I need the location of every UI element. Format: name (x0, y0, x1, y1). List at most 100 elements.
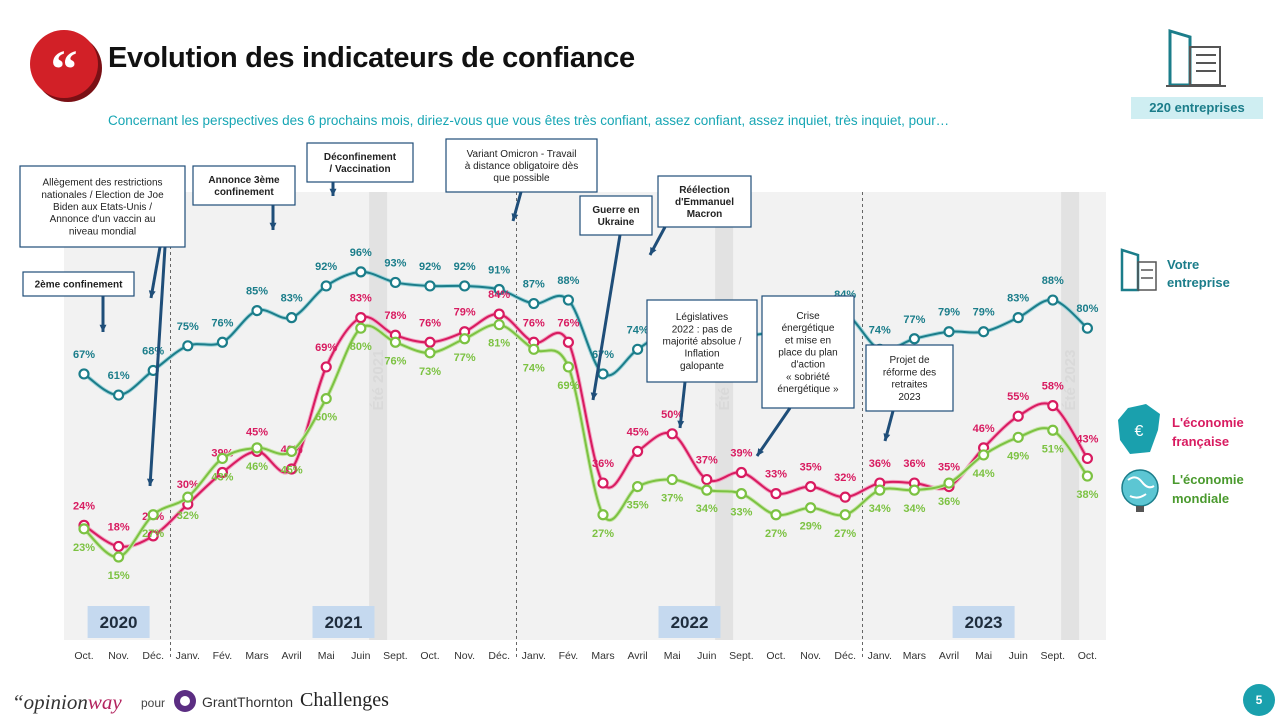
data-label: 33% (730, 507, 752, 519)
year-badge (312, 606, 375, 638)
data-label: 74% (523, 362, 545, 374)
data-label: 84% (488, 289, 510, 301)
data-label: 32% (177, 510, 199, 522)
event-callout-text: énergétique (782, 323, 835, 334)
event-arrow (591, 234, 622, 401)
x-tick-label: Mai (664, 650, 681, 662)
x-tick-label: Mai (975, 650, 992, 662)
data-label: 36% (592, 458, 614, 470)
data-point (874, 484, 886, 496)
data-label: 24% (73, 500, 95, 512)
data-point (735, 466, 748, 479)
x-tick-label: Nov. (454, 650, 475, 662)
data-label: 37% (696, 455, 718, 467)
data-label: 76% (419, 317, 441, 329)
x-tick-label: Mai (318, 650, 335, 662)
event-arrow (678, 381, 687, 429)
data-point (355, 312, 367, 324)
event-callout (445, 138, 598, 193)
data-point (666, 473, 678, 486)
event-callout-text: que possible (493, 173, 550, 184)
data-label: 75% (177, 321, 199, 333)
data-label: 83% (1007, 293, 1029, 305)
data-label: 49% (1007, 450, 1029, 462)
data-point (908, 333, 921, 345)
data-point (631, 445, 644, 457)
quote-glyph: “ (50, 39, 78, 99)
event-arrow (755, 407, 792, 457)
data-label: 69% (315, 342, 337, 354)
data-label: 76% (384, 355, 406, 367)
data-label: 96% (350, 247, 372, 259)
event-callout-text: 2022 : pas de (672, 324, 733, 335)
data-point (320, 393, 332, 405)
event-callout-text: Projet de (889, 355, 929, 366)
event-callout-text: Macron (687, 209, 723, 220)
data-label: 45% (246, 426, 268, 438)
data-label: 77% (454, 352, 476, 364)
data-label: 43% (1076, 433, 1098, 445)
data-point (1012, 431, 1024, 443)
legend-label: française (1172, 434, 1229, 449)
event-callout-text: énergétique » (777, 384, 839, 395)
x-tick-label: Nov. (800, 650, 821, 662)
data-point (1047, 294, 1059, 306)
data-label: 50% (661, 409, 683, 421)
event-callout-text: Biden aux Etats-Unis / (53, 202, 152, 213)
data-label: 83% (350, 293, 372, 305)
data-point (216, 336, 228, 348)
data-label: 27% (592, 528, 614, 540)
event-callout-text: Déconfinement (324, 152, 397, 163)
data-label: 78% (384, 310, 406, 322)
data-point (216, 452, 228, 465)
x-tick-label: Avril (939, 650, 959, 662)
event-arrowhead (883, 433, 891, 441)
data-label: 92% (419, 261, 441, 273)
data-label: 27% (765, 528, 787, 540)
data-point (389, 336, 401, 348)
challenges-logo: Challenges (300, 689, 389, 711)
data-label: 36% (869, 458, 891, 470)
pour-text: pour (141, 696, 166, 710)
data-label: 68% (142, 345, 164, 357)
data-point (1012, 410, 1024, 422)
france-map-icon (1118, 404, 1160, 454)
data-label: 35% (938, 462, 960, 474)
sample-size-badge: 220 entreprises (1131, 97, 1263, 119)
data-point (112, 389, 125, 401)
data-point (943, 326, 955, 338)
event-callout (865, 344, 954, 412)
data-point (701, 473, 713, 486)
event-arrow (149, 246, 162, 299)
event-arrowhead (146, 478, 154, 486)
data-label: 88% (557, 275, 579, 287)
data-point (666, 428, 678, 440)
legend-label: entreprise (1167, 275, 1230, 290)
x-tick-label: Sept. (383, 650, 408, 662)
data-point (977, 326, 990, 338)
event-arrowhead (329, 188, 337, 196)
legend-label: L'économie (1172, 472, 1244, 487)
data-label: 88% (1042, 275, 1064, 287)
data-point (1081, 322, 1094, 334)
quote-badge: “ (30, 30, 98, 99)
data-label: 45% (281, 464, 303, 476)
summer-label: Été 2023 (1062, 350, 1079, 411)
event-callout-text: « sobriété (786, 372, 830, 383)
data-point (631, 343, 644, 355)
year-label: 2022 (671, 613, 709, 632)
data-point (459, 280, 471, 292)
data-point (493, 283, 505, 296)
event-callout (306, 142, 414, 183)
data-label: 91% (488, 264, 510, 276)
data-label: 15% (108, 570, 130, 582)
year-label: 2021 (325, 613, 363, 632)
data-point (112, 540, 125, 553)
x-tick-label: Janv. (868, 650, 892, 662)
data-label: 34% (696, 503, 718, 515)
event-arrowhead (148, 290, 156, 298)
event-callout (192, 165, 296, 206)
event-callout (19, 165, 186, 248)
data-point (78, 523, 90, 535)
